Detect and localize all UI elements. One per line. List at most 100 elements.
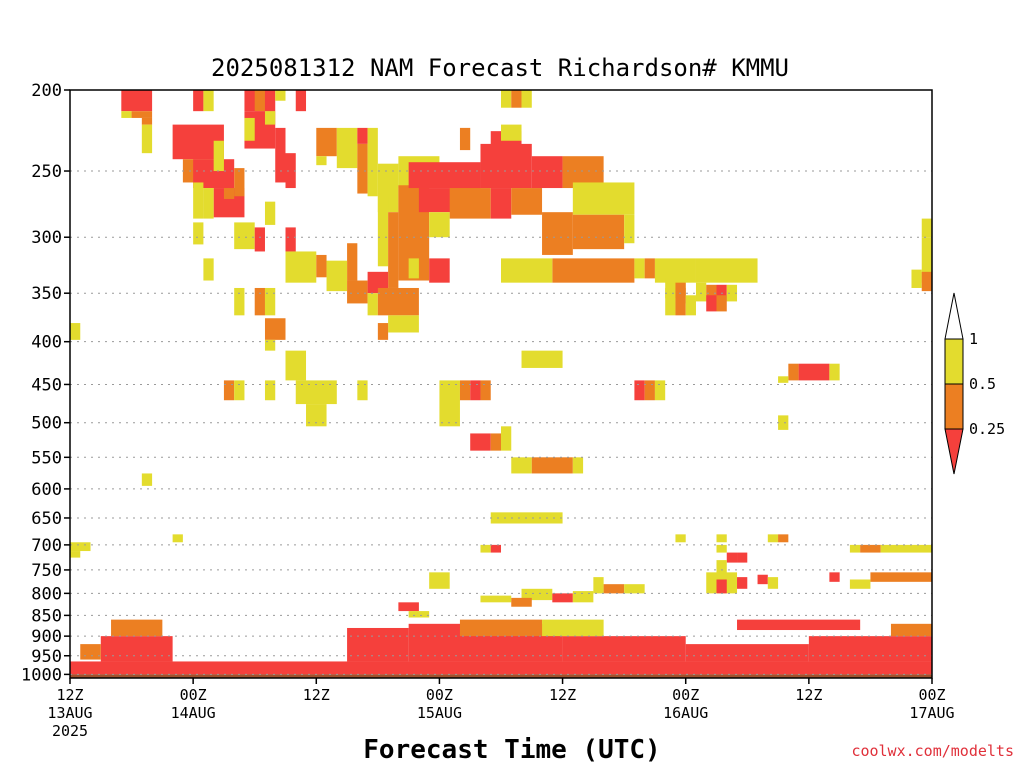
ri-cell <box>223 380 235 401</box>
x-tick-label: 00Z <box>426 686 453 704</box>
ri-cell <box>316 156 327 166</box>
legend-swatch <box>944 428 964 475</box>
y-tick-label: 300 <box>31 228 62 248</box>
ri-cell <box>398 602 419 612</box>
ri-cell <box>234 380 245 401</box>
ri-cell <box>347 243 358 281</box>
ri-cell <box>511 457 532 474</box>
ri-cell <box>193 90 204 112</box>
ri-cell <box>706 295 717 312</box>
ri-band <box>808 636 932 662</box>
ri-cell <box>870 572 932 582</box>
legend: 1 0.5 0.25 <box>944 292 1005 475</box>
ri-cell <box>213 140 224 172</box>
ri-cell <box>552 258 635 283</box>
ri-cell <box>285 251 317 283</box>
ri-cell <box>336 127 358 169</box>
ri-cell <box>572 591 594 603</box>
ri-cell <box>737 552 748 563</box>
ri-cell <box>193 182 204 219</box>
ri-cell <box>624 214 635 244</box>
ri-band <box>542 619 604 637</box>
y-tick-label: 500 <box>31 414 62 434</box>
ri-cell <box>326 260 348 292</box>
ri-cell <box>634 258 645 279</box>
ri-cell <box>921 237 932 283</box>
ri-cell <box>234 168 245 197</box>
ri-cell <box>480 380 491 401</box>
ri-cell <box>490 544 501 553</box>
y-tick-label: 800 <box>31 584 62 604</box>
ri-cell <box>408 611 430 618</box>
x-tick-label: 2025 <box>52 722 88 740</box>
ri-band <box>890 623 932 637</box>
ri-band <box>111 619 163 637</box>
y-tick-label: 550 <box>31 448 62 468</box>
ri-cell <box>572 182 635 215</box>
ri-cell <box>880 544 932 553</box>
ri-cell <box>459 127 471 151</box>
ri-cell <box>429 572 450 589</box>
y-tick-label: 700 <box>31 536 62 556</box>
x-tick-label: 14AUG <box>171 704 216 722</box>
ri-cell <box>757 574 768 585</box>
ri-cell <box>531 457 573 474</box>
ri-cell <box>501 258 553 283</box>
ri-cell <box>285 153 296 189</box>
ri-cell <box>490 188 512 219</box>
ri-band <box>737 619 861 631</box>
ri-cell <box>203 90 214 112</box>
ri-cell <box>511 90 522 108</box>
chart-title: 2025081312 NAM Forecast Richardson# KMMU <box>211 54 789 82</box>
ri-cell <box>377 323 389 340</box>
y-tick-label: 250 <box>31 162 62 182</box>
ri-cell <box>480 595 512 603</box>
ri-cell <box>223 188 235 199</box>
ri-cell <box>501 426 512 451</box>
ri-cell <box>254 227 265 252</box>
ri-band <box>459 619 543 637</box>
ri-band <box>562 636 686 662</box>
ri-cell <box>521 588 553 601</box>
ri-cell <box>726 552 738 563</box>
ri-cell <box>634 380 645 401</box>
ri-cell <box>542 212 573 255</box>
ri-cell <box>264 318 286 340</box>
ri-cell <box>141 117 153 125</box>
ri-cell <box>295 380 337 405</box>
ri-cell <box>203 188 214 219</box>
ri-cell <box>316 254 327 278</box>
ri-cell <box>675 287 686 316</box>
ri-cell <box>367 293 378 316</box>
ri-band <box>70 661 932 675</box>
ri-cell <box>521 90 532 108</box>
y-tick-label: 750 <box>31 561 62 581</box>
ri-cell <box>234 222 255 250</box>
ri-cell <box>244 117 255 141</box>
ri-cell <box>234 287 245 316</box>
x-tick-label: 00Z <box>180 686 207 704</box>
ri-cell <box>665 287 676 316</box>
ri-cell <box>716 534 727 543</box>
ri-cell <box>429 212 450 238</box>
x-axis-label: Forecast Time (UTC) <box>363 735 660 765</box>
ri-cell <box>695 282 707 302</box>
watermark: coolwx.com/modelts <box>851 742 1014 760</box>
legend-label: 0.5 <box>969 375 996 393</box>
ri-cell <box>716 544 727 553</box>
ri-cell <box>131 111 153 118</box>
ri-cell <box>572 214 625 250</box>
x-tick-label: 00Z <box>918 686 945 704</box>
ri-cell <box>347 280 368 304</box>
ri-cell <box>829 572 840 582</box>
ri-cell <box>911 269 922 288</box>
ri-cell <box>388 212 399 288</box>
ri-cell <box>685 295 696 316</box>
x-tick-label: 15AUG <box>417 704 462 722</box>
ri-cell <box>778 376 789 383</box>
ri-cell <box>377 287 419 316</box>
ri-cell <box>603 584 625 594</box>
ri-cell <box>624 584 645 594</box>
ri-band <box>685 644 809 662</box>
